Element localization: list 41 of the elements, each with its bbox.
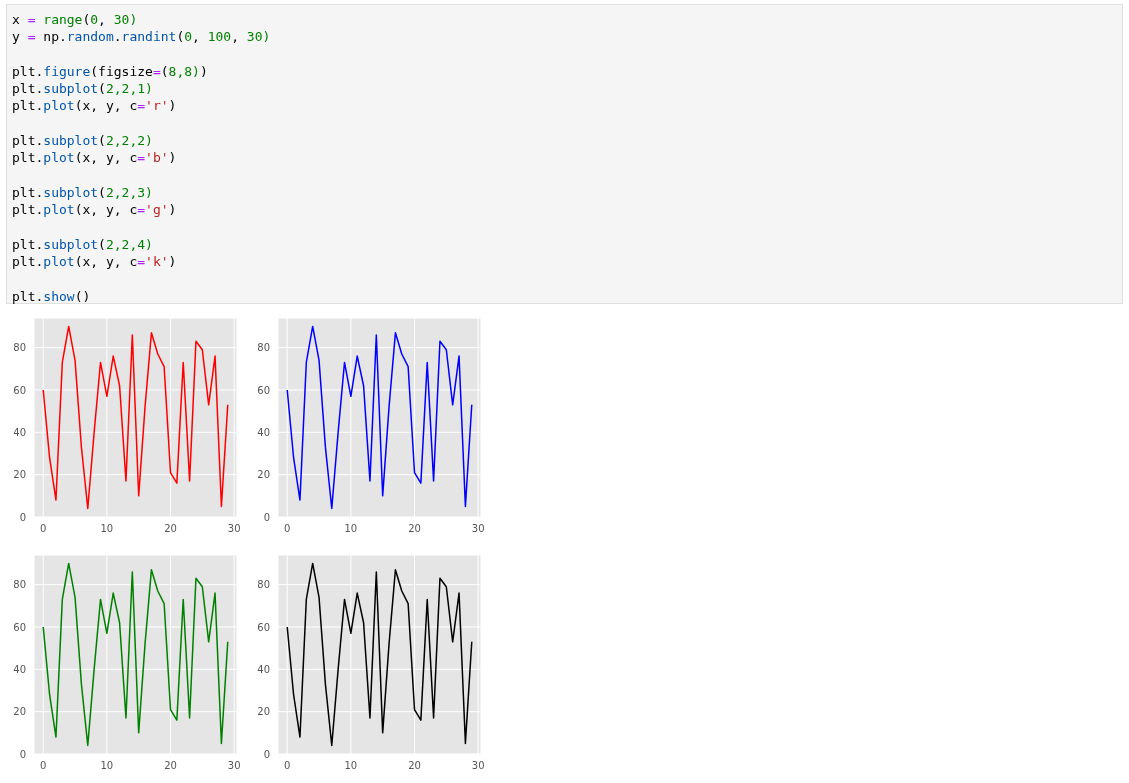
y-tick-label: 40 bbox=[13, 426, 26, 438]
y-tick-label: 20 bbox=[257, 706, 270, 718]
line-series bbox=[42, 562, 229, 747]
x-tick-label: 20 bbox=[408, 523, 421, 535]
x-tick-label: 30 bbox=[471, 523, 485, 535]
y-tick-label: 80 bbox=[13, 579, 26, 591]
y-tick-label: 0 bbox=[263, 748, 270, 760]
y-tick-label: 80 bbox=[257, 342, 270, 354]
y-tick-label: 60 bbox=[13, 621, 26, 633]
y-tick-label: 60 bbox=[257, 384, 270, 396]
y-tick-label: 40 bbox=[13, 663, 26, 675]
x-tick-label: 10 bbox=[100, 760, 114, 772]
y-tick-label: 40 bbox=[257, 426, 270, 438]
y-tick-label: 40 bbox=[257, 663, 270, 675]
text: x = range(0, 30) y = np.random.randint(0, 100, 30) plt.figure(figsize=(8,8)) plt.subplot(2,2,1) plt.plot(x, y, c='r') plt.subplot(2,2,2) plt.plot(x, y, c='b') plt.subplot(2,2,3) plt.plot(x, y, c='g') plt.subplot(2,2,4) plt.plot(x, y, c='k') plt.show() bbox=[12, 12, 271, 304]
x-tick-label: 20 bbox=[164, 760, 177, 772]
y-tick-label: 0 bbox=[263, 511, 270, 523]
x-tick-label: 0 bbox=[284, 760, 291, 772]
y-tick-label: 0 bbox=[19, 748, 26, 760]
y-tick-label: 20 bbox=[13, 706, 26, 718]
y-tick-label: 0 bbox=[19, 511, 26, 523]
y-tick-label: 60 bbox=[13, 384, 26, 396]
x-tick-label: 0 bbox=[40, 523, 47, 535]
x-tick-label: 30 bbox=[471, 760, 485, 772]
y-tick-label: 80 bbox=[257, 579, 270, 591]
x-tick-label: 10 bbox=[344, 760, 358, 772]
x-tick-label: 0 bbox=[40, 760, 47, 772]
x-tick-label: 10 bbox=[100, 523, 114, 535]
x-tick-label: 30 bbox=[227, 760, 241, 772]
y-tick-label: 20 bbox=[257, 469, 270, 481]
y-tick-label: 60 bbox=[257, 621, 270, 633]
x-tick-label: 0 bbox=[284, 523, 291, 535]
y-tick-label: 20 bbox=[13, 469, 26, 481]
x-tick-label: 30 bbox=[227, 523, 241, 535]
x-tick-label: 20 bbox=[164, 523, 177, 535]
x-tick-label: 10 bbox=[344, 523, 358, 535]
line-series bbox=[42, 325, 229, 510]
y-tick-label: 80 bbox=[13, 342, 26, 354]
line-series bbox=[286, 325, 473, 510]
line-series bbox=[286, 562, 473, 747]
x-tick-label: 20 bbox=[408, 760, 421, 772]
